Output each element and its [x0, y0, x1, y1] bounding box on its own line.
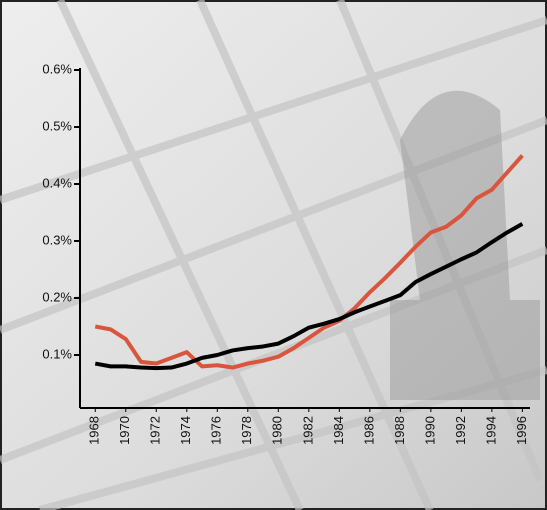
x-tick-label: 1986 [361, 416, 376, 445]
y-tick-label: 0.2% [42, 289, 72, 304]
x-tick-label: 1984 [331, 416, 346, 445]
y-tick-label: 0.3% [42, 232, 72, 247]
y-tick-label: 0.4% [42, 175, 72, 190]
y-tick-label: 0.5% [42, 118, 72, 133]
x-tick-label: 1992 [453, 416, 468, 445]
x-tick-label: 1980 [270, 416, 285, 445]
x-tick-label: 1982 [300, 416, 315, 445]
x-tick-label: 1990 [422, 416, 437, 445]
x-tick-label: 1978 [239, 416, 254, 445]
x-tick-label: 1974 [178, 416, 193, 445]
x-tick-label: 1994 [483, 416, 498, 445]
x-tick-label: 1972 [148, 416, 163, 445]
page: 0.1% 0.2% 0.3% 0.4% 0.5% 0.6% 1968 1970 1972 1974… [0, 0, 547, 510]
y-tick-label: 0.1% [42, 346, 72, 361]
x-tick-label: 1976 [209, 416, 224, 445]
y-tick-label: 0.6% [42, 61, 72, 76]
chart: 0.1% 0.2% 0.3% 0.4% 0.5% 0.6% 1968 1970 1972 1974… [0, 0, 547, 510]
x-tick-label: 1988 [392, 416, 407, 445]
x-tick-label: 1968 [87, 416, 102, 445]
x-tick-label: 1996 [514, 416, 529, 445]
x-tick-label: 1970 [117, 416, 132, 445]
